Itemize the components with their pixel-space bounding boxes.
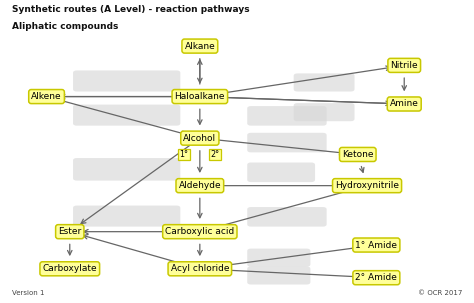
FancyBboxPatch shape xyxy=(247,266,310,285)
FancyBboxPatch shape xyxy=(73,105,180,126)
Text: Hydroxynitrile: Hydroxynitrile xyxy=(335,181,399,190)
FancyBboxPatch shape xyxy=(247,207,327,227)
FancyBboxPatch shape xyxy=(294,73,355,92)
FancyBboxPatch shape xyxy=(247,248,310,267)
Text: Nitrile: Nitrile xyxy=(391,61,418,70)
Text: 1°: 1° xyxy=(179,150,188,159)
FancyBboxPatch shape xyxy=(294,103,355,121)
Text: Amine: Amine xyxy=(390,99,419,108)
FancyBboxPatch shape xyxy=(247,162,315,182)
Text: 1° Amide: 1° Amide xyxy=(356,241,397,250)
Text: Synthetic routes (A Level) - reaction pathways: Synthetic routes (A Level) - reaction pa… xyxy=(12,5,249,14)
Text: Carboxylate: Carboxylate xyxy=(43,264,97,273)
Text: Carboxylic acid: Carboxylic acid xyxy=(165,227,235,236)
Text: Aliphatic compounds: Aliphatic compounds xyxy=(12,22,118,31)
Text: Acyl chloride: Acyl chloride xyxy=(171,264,229,273)
FancyBboxPatch shape xyxy=(73,158,180,181)
Text: 2°: 2° xyxy=(210,150,220,159)
Text: © OCR 2017: © OCR 2017 xyxy=(418,289,462,295)
Text: Ester: Ester xyxy=(58,227,82,236)
Text: Alkene: Alkene xyxy=(31,92,62,101)
Text: Version 1: Version 1 xyxy=(12,289,44,295)
Text: Haloalkane: Haloalkane xyxy=(174,92,225,101)
Text: 2° Amide: 2° Amide xyxy=(356,273,397,282)
FancyBboxPatch shape xyxy=(73,205,180,227)
Text: Aldehyde: Aldehyde xyxy=(179,181,221,190)
Text: Ketone: Ketone xyxy=(342,150,374,159)
FancyBboxPatch shape xyxy=(247,106,327,126)
Text: Alkane: Alkane xyxy=(184,42,215,51)
Text: Alcohol: Alcohol xyxy=(183,134,217,143)
FancyBboxPatch shape xyxy=(247,133,327,152)
FancyBboxPatch shape xyxy=(73,70,180,92)
